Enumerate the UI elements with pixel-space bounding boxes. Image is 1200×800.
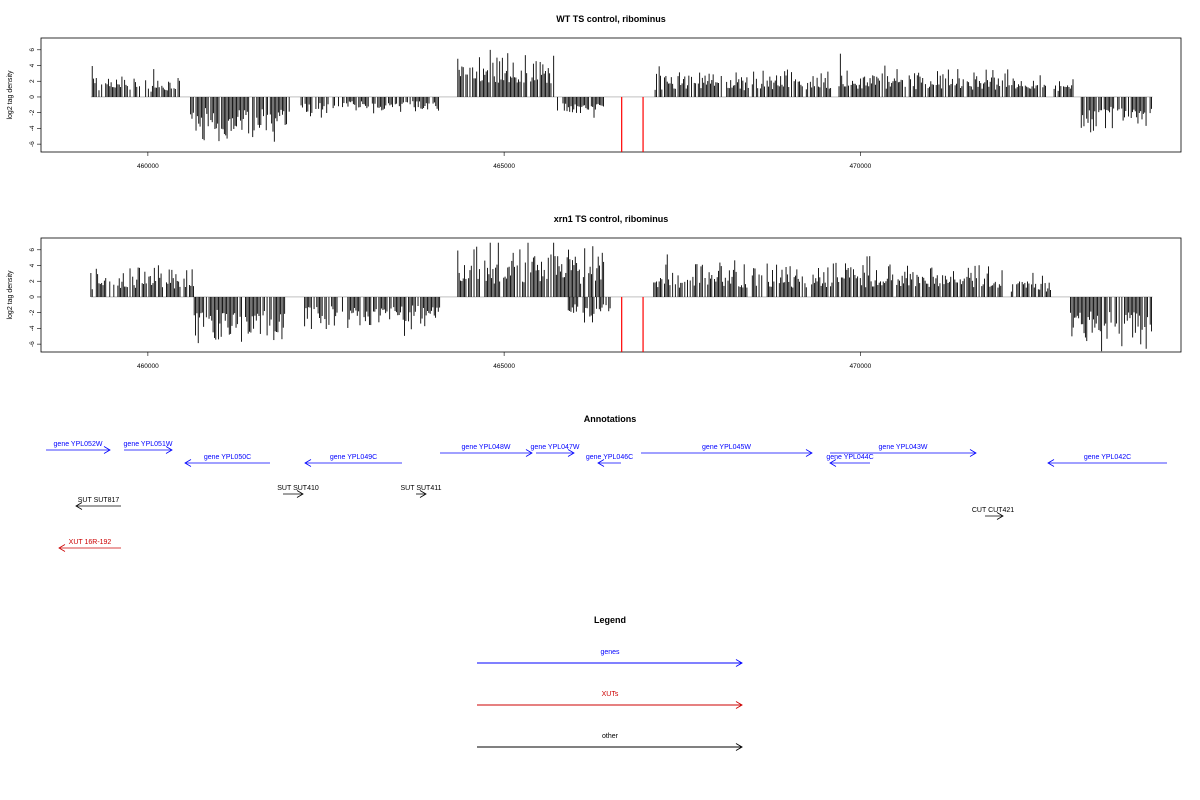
feature-label: XUT 16R-192 xyxy=(69,539,112,546)
chart-panel-2: xrn1 TS control, ribominus -6 -4 -2 0 2 4 6 log2… xyxy=(7,214,1182,370)
arrowhead-icon xyxy=(735,743,743,751)
annotation-feature: SUT SUT817 xyxy=(75,497,121,510)
x-tick-label: 470000 xyxy=(850,363,872,370)
plot-frame xyxy=(40,37,1182,153)
arrowhead-icon xyxy=(58,544,66,552)
feature-label: gene YPL043W xyxy=(879,444,928,451)
arrowhead-icon xyxy=(1047,459,1055,467)
feature-label: gene YPL042C xyxy=(1084,454,1131,461)
feature-label: SUT SUT411 xyxy=(401,485,442,492)
feature-label: gene YPL052W xyxy=(54,441,103,448)
x-tick-label: 460000 xyxy=(137,163,159,170)
y-tick-label: -6 xyxy=(29,341,36,347)
arrowhead-icon xyxy=(296,490,304,498)
x-tick-label: 465000 xyxy=(493,163,515,170)
feature-label: gene YPL051W xyxy=(124,441,173,448)
y-tick-label: 2 xyxy=(29,279,36,283)
legend-label: XUTs xyxy=(602,691,619,698)
y-tick-label: 6 xyxy=(29,48,36,52)
y-tick-label: 0 xyxy=(29,95,36,99)
arrowhead-icon xyxy=(597,459,605,467)
annotations-title: Annotations xyxy=(584,414,637,424)
bar-series xyxy=(90,242,1153,352)
annotation-feature: XUT 16R-192 xyxy=(58,539,121,552)
annotation-feature: gene YPL046C xyxy=(586,454,633,467)
annotation-feature: gene YPL047W xyxy=(531,444,580,457)
legend: Legend genes XUTs other xyxy=(477,615,743,751)
arrowhead-icon xyxy=(165,446,173,454)
annotation-feature: gene YPL045W xyxy=(641,444,813,457)
chart-panel-1: WT TS control, ribominus -6 -4 -2 0 2 4 6 log2 t… xyxy=(7,14,1182,170)
x-tick-label: 465000 xyxy=(493,363,515,370)
arrowhead-icon xyxy=(75,502,83,510)
arrowhead-icon xyxy=(304,459,312,467)
annotations-panel: Annotations gene YPL052W gene YPL051W gene … xyxy=(46,414,1167,552)
annotation-feature: SUT SUT410 xyxy=(277,485,319,498)
arrowhead-icon xyxy=(829,459,837,467)
feature-label: SUT SUT817 xyxy=(78,497,120,504)
feature-label: gene YPL047W xyxy=(531,444,580,451)
annotation-feature: gene YPL050C xyxy=(184,454,270,467)
arrowhead-icon xyxy=(419,490,427,498)
plot-frame xyxy=(40,237,1182,353)
legend-item: genes xyxy=(477,649,743,667)
feature-label: gene YPL044C xyxy=(826,454,873,461)
annotation-feature: gene YPL048W xyxy=(440,444,533,457)
annotation-feature: gene YPL044C xyxy=(826,454,874,467)
legend-item: other xyxy=(477,733,743,751)
y-tick-label: -2 xyxy=(29,309,36,315)
legend-label: other xyxy=(602,733,619,740)
chart-title: WT TS control, ribominus xyxy=(556,14,666,24)
y-tick-label: 4 xyxy=(29,263,36,267)
arrowhead-icon xyxy=(567,449,575,457)
annotation-feature: gene YPL043W xyxy=(830,444,977,457)
bar-series xyxy=(91,49,1152,142)
y-tick-label: -4 xyxy=(29,125,36,131)
chart-title: xrn1 TS control, ribominus xyxy=(554,214,669,224)
arrowhead-icon xyxy=(184,459,192,467)
annotation-feature: CUT CUT421 xyxy=(972,507,1014,520)
y-axis-label: log2 tag density xyxy=(7,70,14,120)
x-tick-label: 470000 xyxy=(850,163,872,170)
feature-label: gene YPL048W xyxy=(462,444,511,451)
y-tick-label: 2 xyxy=(29,79,36,83)
feature-label: CUT CUT421 xyxy=(972,507,1014,514)
feature-label: gene YPL046C xyxy=(586,454,633,461)
arrowhead-icon xyxy=(805,449,813,457)
annotation-feature: gene YPL049C xyxy=(304,454,402,467)
y-tick-label: -6 xyxy=(29,141,36,147)
x-tick-label: 460000 xyxy=(137,363,159,370)
legend-item: XUTs xyxy=(477,691,743,709)
feature-label: gene YPL045W xyxy=(702,444,751,451)
feature-label: SUT SUT410 xyxy=(277,485,319,492)
arrowhead-icon xyxy=(735,659,743,667)
legend-label: genes xyxy=(600,649,620,656)
arrowhead-icon xyxy=(735,701,743,709)
arrowhead-icon xyxy=(996,512,1004,520)
arrowhead-icon xyxy=(969,449,977,457)
arrowhead-icon xyxy=(525,449,533,457)
arrowhead-icon xyxy=(103,446,111,454)
y-tick-label: 6 xyxy=(29,248,36,252)
y-axis-label: log2 tag density xyxy=(7,270,14,320)
annotation-feature: gene YPL052W xyxy=(46,441,111,454)
legend-title: Legend xyxy=(594,615,626,625)
y-tick-label: -4 xyxy=(29,325,36,331)
annotation-feature: gene YPL042C xyxy=(1047,454,1167,467)
annotation-feature: gene YPL051W xyxy=(124,441,173,454)
annotation-feature: SUT SUT411 xyxy=(401,485,442,498)
y-tick-label: 4 xyxy=(29,63,36,67)
y-tick-label: 0 xyxy=(29,295,36,299)
feature-label: gene YPL050C xyxy=(204,454,251,461)
feature-label: gene YPL049C xyxy=(330,454,377,461)
y-tick-label: -2 xyxy=(29,109,36,115)
